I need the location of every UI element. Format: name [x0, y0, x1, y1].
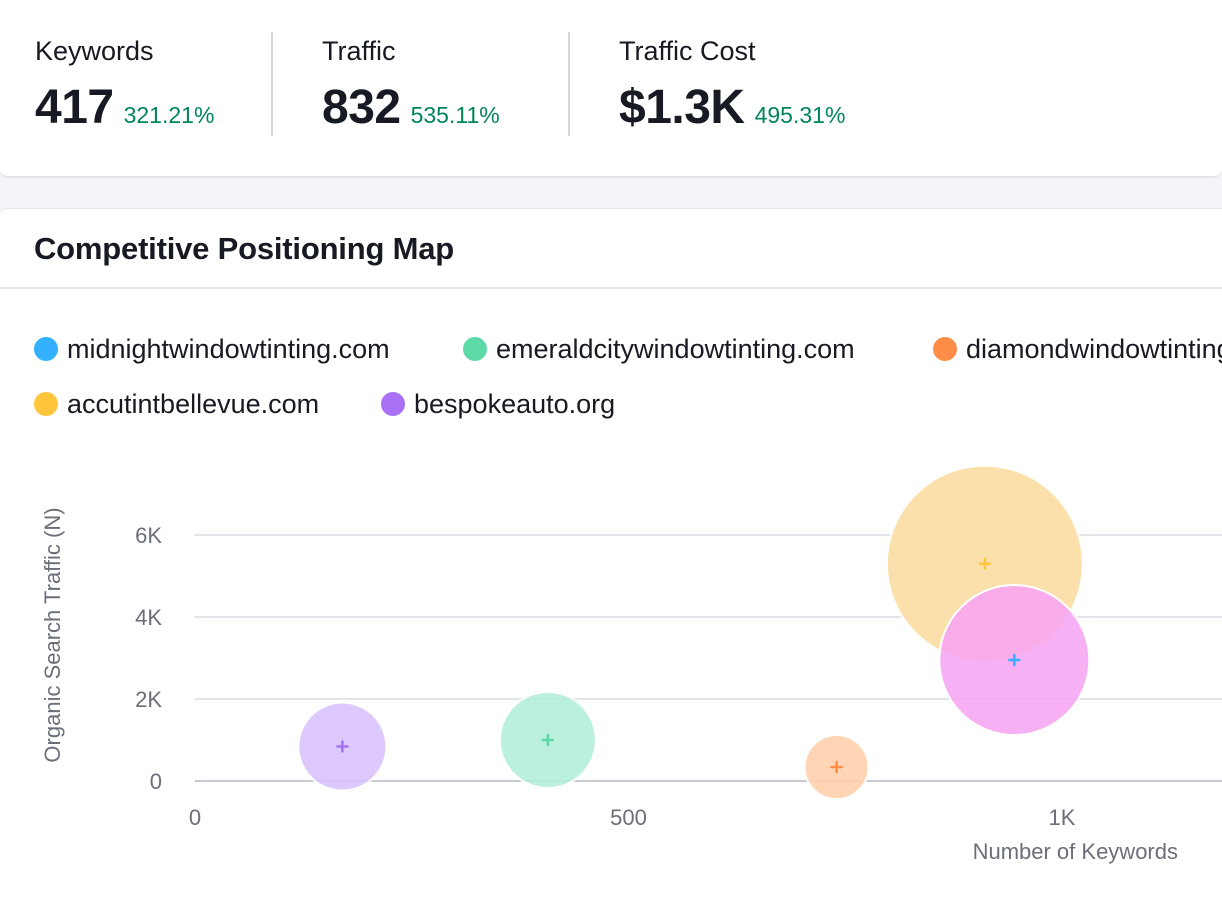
metric-change: 495.31%: [754, 102, 846, 128]
x-tick-label: 0: [189, 805, 201, 830]
legend-label: midnightwindowtinting.com: [67, 334, 390, 364]
metric-keywords: Keywords 417 321.21%: [35, 34, 214, 134]
legend-dot-icon: [381, 392, 405, 416]
bubble-chart: 0 2K 4K 6K 0 500 1K Number of Keywords Organic S…: [40, 464, 1222, 864]
metric-value: $1.3K: [619, 81, 745, 134]
metric-value: 417: [35, 81, 114, 134]
y-tick-label: 0: [150, 769, 162, 794]
x-axis-title: Number of Keywords: [973, 839, 1178, 864]
metric-divider: [271, 32, 273, 136]
summary-metrics-card: Keywords 417 321.21% Traffic 832 535.11%…: [0, 0, 1222, 177]
bubble-center-marker: [336, 740, 349, 753]
legend-label: emeraldcitywindowtinting.com: [496, 334, 855, 364]
legend-item-accutintbellevue[interactable]: accutintbellevue.com: [34, 387, 319, 421]
map-title: Competitive Positioning Map: [34, 231, 455, 266]
legend-dot-icon: [463, 337, 487, 361]
legend-label: bespokeauto.org: [414, 389, 616, 419]
metric-change: 321.21%: [123, 102, 215, 128]
bubble-center-marker: [978, 557, 992, 570]
metric-label: Traffic: [322, 36, 396, 66]
y-tick-label: 4K: [135, 605, 162, 630]
metric-traffic: Traffic 832 535.11%: [322, 34, 500, 134]
x-tick-label: 500: [610, 805, 647, 830]
legend-item-diamondwindowtinting[interactable]: diamondwindowtinting.com: [933, 332, 1222, 366]
map-divider: [0, 287, 1222, 289]
legend-item-midnightwindowtinting[interactable]: midnightwindowtinting.com: [34, 332, 390, 366]
metric-divider: [568, 32, 570, 136]
metric-label: Keywords: [35, 36, 154, 66]
legend-dot-icon: [34, 337, 58, 361]
y-tick-label: 6K: [135, 523, 162, 548]
bubble-center-marker: [541, 733, 555, 747]
legend-item-emeraldcitywindowtinting[interactable]: emeraldcitywindowtinting.com: [463, 332, 855, 366]
bubble-center-marker: [830, 760, 843, 774]
y-tick-label: 2K: [135, 687, 162, 712]
metric-label: Traffic Cost: [619, 36, 756, 66]
metric-change: 535.11%: [410, 102, 500, 128]
x-tick-label: 1K: [1049, 805, 1076, 830]
legend-item-bespokeauto[interactable]: bespokeauto.org: [381, 387, 615, 421]
legend-dot-icon: [933, 337, 957, 361]
competitive-positioning-map-card: Competitive Positioning Map midnightwind…: [0, 208, 1222, 907]
legend-dot-icon: [34, 392, 58, 416]
metric-traffic-cost: Traffic Cost $1.3K 495.31%: [619, 34, 845, 134]
legend-label: diamondwindowtinting.com: [966, 334, 1222, 364]
bubble-center-marker: [1008, 653, 1021, 667]
metric-value: 832: [322, 81, 401, 134]
y-axis-title: Organic Search Traffic (N): [40, 507, 65, 762]
legend-label: accutintbellevue.com: [67, 389, 320, 419]
